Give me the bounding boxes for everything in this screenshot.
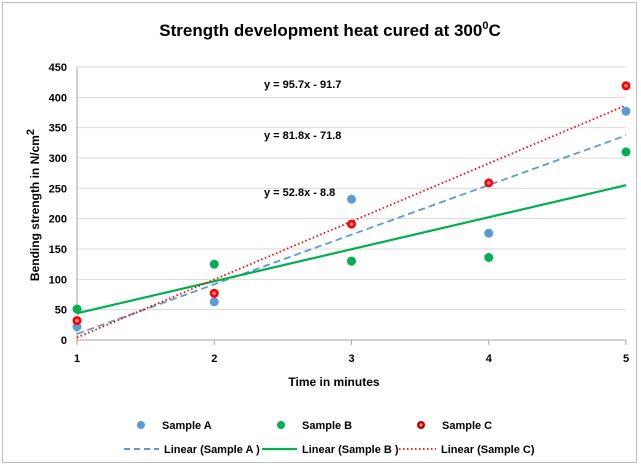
legend-label-sample-b: Sample B [302, 420, 352, 432]
data-points [72, 81, 631, 332]
x-tick-label: 1 [74, 353, 80, 365]
trendline-2 [76, 104, 627, 339]
equation-sample-b: y = 52.8x - 8.8 [264, 187, 335, 199]
y-tick-label: 200 [49, 214, 67, 226]
x-tick-labels: 1 2 3 4 5 [74, 353, 629, 365]
trendline-1 [76, 184, 627, 315]
y-tick-label: 150 [49, 244, 67, 256]
point-sample-b [484, 252, 494, 262]
trendline-0 [76, 134, 627, 335]
y-tick-label: 350 [49, 123, 67, 135]
legend-label-linear-sample-a: Linear (Sample A ) [164, 444, 260, 456]
x-tick-label: 4 [486, 353, 493, 365]
x-tick-label: 3 [348, 353, 354, 365]
y-tick-labels: 0 50 100 150 200 250 300 350 400 450 [49, 62, 67, 347]
x-tick-label: 5 [623, 353, 629, 365]
legend-marker-sample-c-highlight [419, 423, 423, 427]
legend-marker-sample-a [137, 421, 145, 429]
x-axis-label: Time in minutes [288, 375, 379, 389]
legend-label-sample-c: Sample C [442, 420, 492, 432]
equation-sample-a: y = 81.8x - 71.8 [264, 130, 341, 142]
point-highlight [212, 291, 217, 296]
gridlines [77, 66, 626, 311]
y-tick-label: 50 [55, 305, 67, 317]
axes [76, 67, 627, 345]
point-sample-a [347, 194, 356, 204]
y-tick-label: 100 [49, 274, 67, 286]
y-tick-label: 400 [49, 92, 67, 104]
chart-title: Strength development heat cured at 3000C [159, 20, 501, 40]
y-axis-label: Bending strength in N/cm2 [25, 129, 42, 281]
y-tick-label: 250 [49, 183, 67, 195]
legend: Sample A Sample B Sample C Linear (Sampl… [124, 420, 535, 456]
x-tick-label: 2 [211, 353, 217, 365]
legend-label-linear-sample-c: Linear (Sample C) [441, 444, 535, 456]
y-tick-label: 300 [49, 153, 67, 165]
legend-label-sample-a: Sample A [162, 420, 212, 432]
point-highlight [75, 318, 79, 323]
point-sample-b [347, 256, 356, 266]
y-tick-label: 0 [61, 335, 67, 347]
legend-marker-sample-b [277, 421, 285, 429]
y-tick-label: 450 [49, 62, 67, 74]
point-sample-b [621, 147, 631, 157]
equation-sample-c: y = 95.7x - 91.7 [264, 79, 341, 91]
point-highlight [349, 222, 354, 226]
point-highlight [486, 181, 491, 185]
point-sample-a [621, 106, 631, 116]
point-sample-b [209, 259, 219, 269]
point-highlight [624, 84, 628, 88]
point-sample-b [72, 304, 82, 314]
point-sample-a [484, 228, 494, 238]
trendlines [76, 104, 627, 339]
legend-label-linear-sample-b: Linear (Sample B ) [302, 444, 399, 456]
chart-frame [2, 2, 637, 463]
point-sample-a [209, 297, 219, 307]
